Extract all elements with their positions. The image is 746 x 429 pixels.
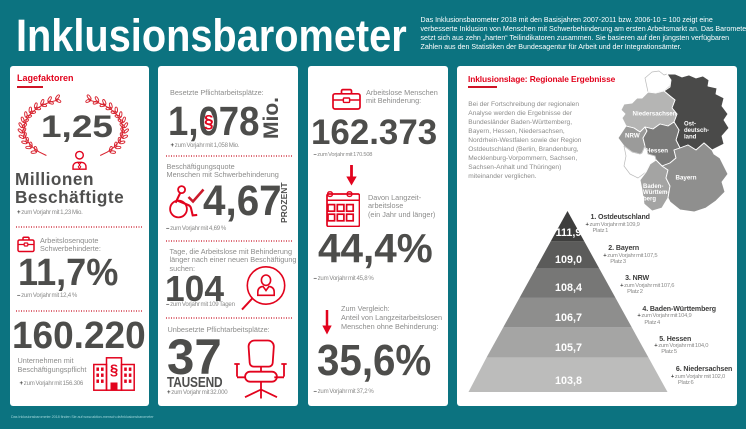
svg-text:Hessen: Hessen [646,148,668,155]
svg-text:Ost-deutsch-land: Ost-deutsch-land [684,122,709,141]
svg-text:NRW: NRW [625,133,640,140]
svg-text:Bayern: Bayern [676,175,697,182]
svg-text:Baden-Württem-berg: Baden-Württem-berg [643,184,669,203]
svg-text:Niedersachsen: Niedersachsen [633,111,677,118]
svg-text:§: § [110,361,118,378]
